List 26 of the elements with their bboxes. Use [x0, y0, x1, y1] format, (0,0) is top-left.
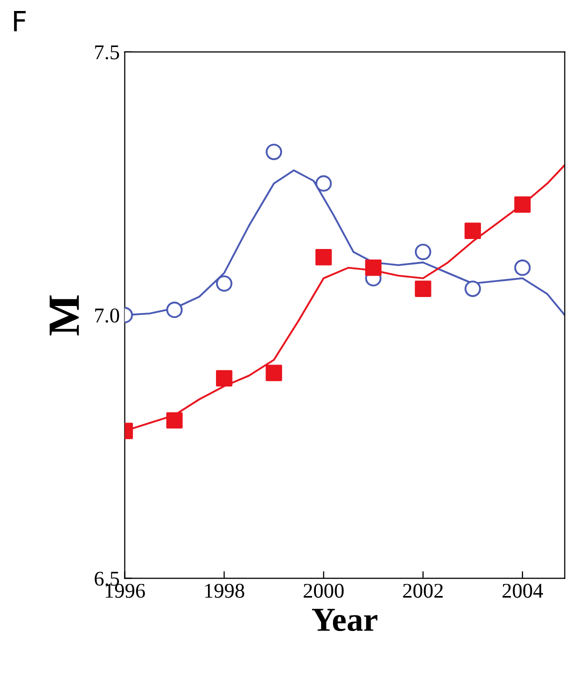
- point: [514, 196, 531, 213]
- point: [464, 280, 481, 297]
- y-tick-label: 7.5: [95, 45, 120, 60]
- x-tick-label: 1996: [106, 584, 145, 598]
- point: [216, 370, 232, 386]
- x-axis-title: Year: [312, 608, 378, 632]
- text: F: [14, 11, 26, 32]
- x-tick-label: 2004: [502, 584, 543, 598]
- y-tick-label: 6.5: [94, 572, 120, 586]
- point: [216, 275, 232, 292]
- point: [464, 222, 481, 240]
- point: [414, 280, 432, 297]
- point: [365, 260, 382, 276]
- point: [166, 412, 183, 429]
- point: [315, 175, 332, 192]
- x-tick-label: 2000: [304, 584, 344, 598]
- point: [266, 364, 282, 382]
- point: [166, 302, 183, 318]
- y-tick-label: 7.0: [95, 308, 120, 323]
- point: [414, 244, 432, 260]
- x-tick-label: 1998: [205, 584, 244, 598]
- point: [514, 260, 531, 276]
- point: [266, 144, 282, 160]
- y-axis-title: M: [50, 295, 79, 336]
- point: [315, 249, 332, 266]
- x-tick-label: 2002: [403, 584, 443, 598]
